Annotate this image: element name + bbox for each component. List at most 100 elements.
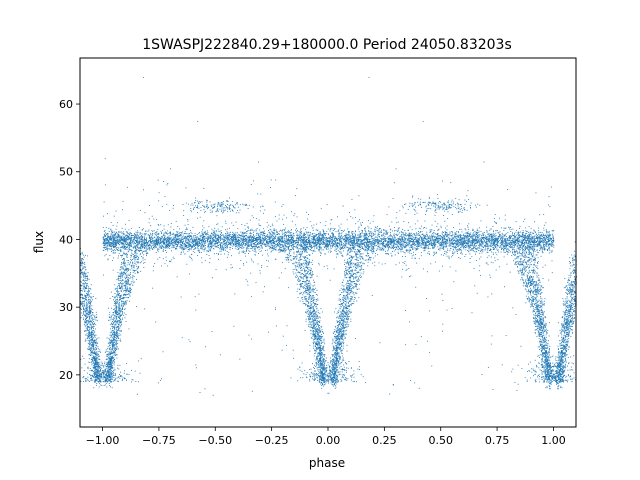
data-point [392, 236, 393, 238]
data-point [161, 246, 163, 248]
data-point [374, 244, 376, 246]
data-point [527, 239, 528, 241]
data-point [111, 249, 113, 251]
data-point [443, 246, 445, 248]
data-point [125, 238, 127, 240]
data-point [432, 247, 433, 249]
data-point [443, 242, 445, 243]
data-point [317, 242, 319, 244]
data-point [201, 247, 203, 249]
data-point [506, 249, 508, 251]
data-point [287, 243, 289, 245]
data-point [384, 237, 386, 239]
data-point [479, 245, 481, 247]
data-point [160, 246, 162, 248]
data-point [201, 236, 203, 238]
data-point [393, 233, 395, 235]
data-point [156, 235, 157, 237]
data-point [104, 240, 106, 242]
data-point [549, 234, 551, 236]
data-point [459, 244, 461, 245]
data-point [470, 232, 472, 234]
data-point [390, 248, 392, 250]
data-point [307, 234, 309, 236]
data-point [237, 240, 239, 242]
data-point [105, 243, 107, 244]
data-point [424, 246, 426, 248]
data-point [382, 238, 383, 240]
data-point [238, 237, 240, 238]
data-point [356, 239, 358, 241]
data-point [393, 241, 395, 242]
data-point [103, 242, 105, 244]
data-point [540, 241, 542, 242]
data-point [204, 232, 206, 234]
data-point [228, 234, 230, 236]
data-point [269, 241, 271, 243]
data-point [124, 239, 126, 241]
data-point [466, 232, 468, 234]
data-point [434, 239, 436, 241]
data-point [452, 249, 454, 251]
data-point [406, 249, 408, 251]
data-point [399, 245, 401, 247]
data-point [291, 240, 293, 242]
data-point [195, 241, 197, 243]
data-point [467, 250, 468, 252]
data-point [167, 233, 169, 235]
data-point [500, 241, 502, 243]
data-point [335, 251, 337, 252]
data-point [415, 240, 417, 242]
data-point [482, 236, 484, 238]
data-point [130, 245, 132, 247]
data-point [275, 240, 277, 242]
data-point [126, 238, 128, 240]
data-point [486, 241, 488, 243]
data-point [385, 239, 387, 241]
data-point [405, 238, 407, 239]
data-point [155, 238, 157, 240]
data-point [190, 238, 192, 240]
data-point [367, 246, 369, 248]
data-point [324, 233, 326, 234]
data-point [116, 236, 118, 238]
data-point [407, 234, 409, 236]
data-point [354, 237, 356, 238]
data-point [302, 242, 304, 243]
data-point [160, 240, 161, 242]
data-point [422, 236, 424, 238]
data-point [126, 240, 128, 242]
data-point [465, 235, 467, 237]
data-point [309, 239, 311, 241]
data-point [282, 244, 284, 246]
data-point [481, 239, 482, 241]
data-point [229, 238, 231, 240]
data-point [430, 245, 432, 246]
data-point [260, 239, 262, 241]
data-point [382, 233, 384, 235]
data-point [267, 239, 269, 241]
data-point [166, 237, 168, 239]
data-point [457, 249, 459, 251]
data-point [321, 240, 323, 242]
data-point [344, 237, 346, 239]
data-point [336, 243, 338, 245]
data-point [473, 239, 475, 241]
data-point [266, 234, 268, 236]
data-point [205, 241, 207, 243]
data-point [168, 238, 170, 240]
data-point [481, 249, 483, 251]
data-point [463, 248, 465, 250]
data-point [529, 242, 531, 244]
data-point [450, 235, 452, 237]
data-point [255, 250, 256, 252]
data-point [234, 247, 236, 249]
data-point [282, 241, 284, 243]
data-point [544, 238, 546, 240]
data-point [221, 245, 223, 247]
data-point [298, 237, 300, 239]
data-point [460, 248, 462, 250]
data-point [320, 240, 321, 242]
data-point [191, 239, 193, 241]
data-point [495, 237, 497, 239]
